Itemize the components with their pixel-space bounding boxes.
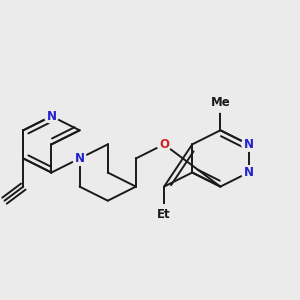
Text: Me: Me — [211, 96, 230, 109]
Text: Et: Et — [157, 208, 171, 221]
Circle shape — [210, 92, 230, 112]
Circle shape — [154, 205, 174, 225]
Circle shape — [45, 109, 58, 123]
Circle shape — [242, 166, 255, 179]
Text: N: N — [75, 152, 85, 165]
Circle shape — [157, 137, 171, 151]
Text: N: N — [244, 166, 254, 179]
Text: N: N — [244, 138, 254, 151]
Text: N: N — [46, 110, 56, 123]
Circle shape — [242, 137, 255, 151]
Text: O: O — [159, 138, 169, 151]
Circle shape — [73, 152, 86, 165]
